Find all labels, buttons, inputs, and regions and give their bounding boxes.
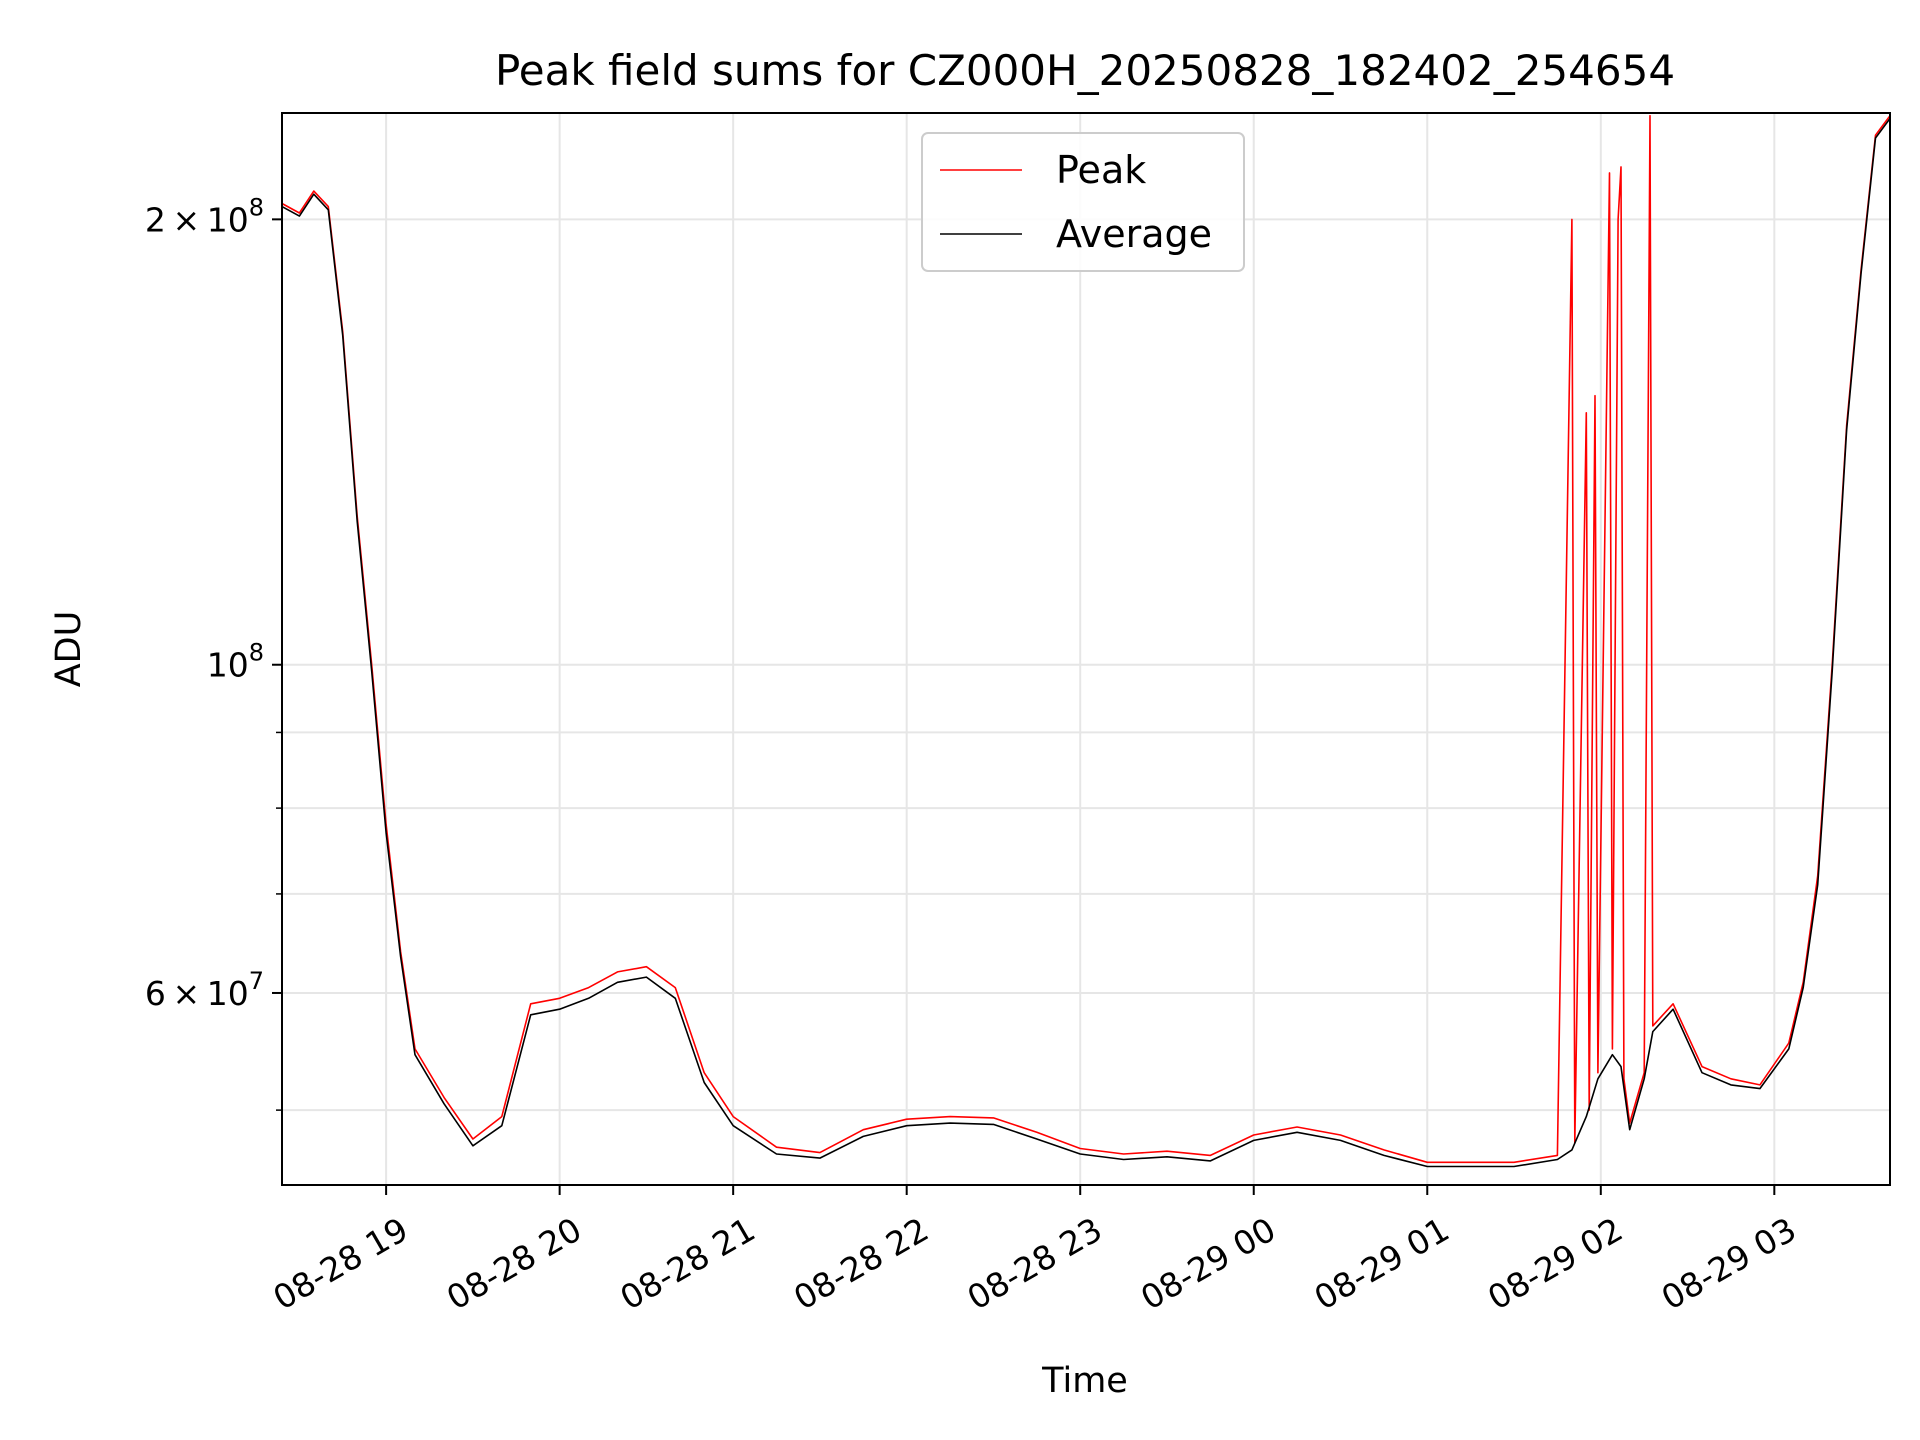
- legend-label-average: Average: [1056, 212, 1212, 256]
- plot-frame: [281, 112, 1891, 1186]
- x-axis: 08-28 19 08-28 20 08-28 21 08-28 22 08-28 23…: [267, 1185, 1803, 1318]
- x-tick-label: 08-28 21: [614, 1210, 762, 1318]
- x-tick-label: 08-29 02: [1481, 1210, 1629, 1318]
- x-tick-label: 08-28 19: [267, 1210, 415, 1318]
- grid: [282, 113, 1890, 1185]
- series-line-average: [281, 118, 1891, 1168]
- legend: Peak Average: [921, 132, 1245, 272]
- y-axis: 108 6 × 107 2 × 108: [145, 193, 282, 1111]
- x-tick-label: 08-29 01: [1308, 1210, 1456, 1318]
- x-tick-label: 08-29 00: [1134, 1210, 1282, 1318]
- y-tick-label: 108: [207, 639, 264, 685]
- x-axis-label: Time: [1041, 1361, 1128, 1401]
- y-tick-label: 2 × 108: [145, 193, 264, 239]
- x-tick-label: 08-28 20: [440, 1210, 588, 1318]
- y-tick-label: 6 × 107: [145, 967, 264, 1013]
- x-tick-label: 08-29 03: [1655, 1210, 1803, 1318]
- series-line-peak: [281, 114, 1891, 1164]
- chart-title: Peak field sums for CZ000H_20250828_1824…: [495, 46, 1675, 95]
- x-tick-label: 08-28 23: [961, 1210, 1109, 1318]
- y-axis-label: ADU: [49, 611, 89, 688]
- series-layer: [281, 114, 1891, 1168]
- legend-label-peak: Peak: [1056, 148, 1146, 192]
- legend-box: [921, 132, 1245, 272]
- x-tick-label: 08-28 22: [787, 1210, 935, 1318]
